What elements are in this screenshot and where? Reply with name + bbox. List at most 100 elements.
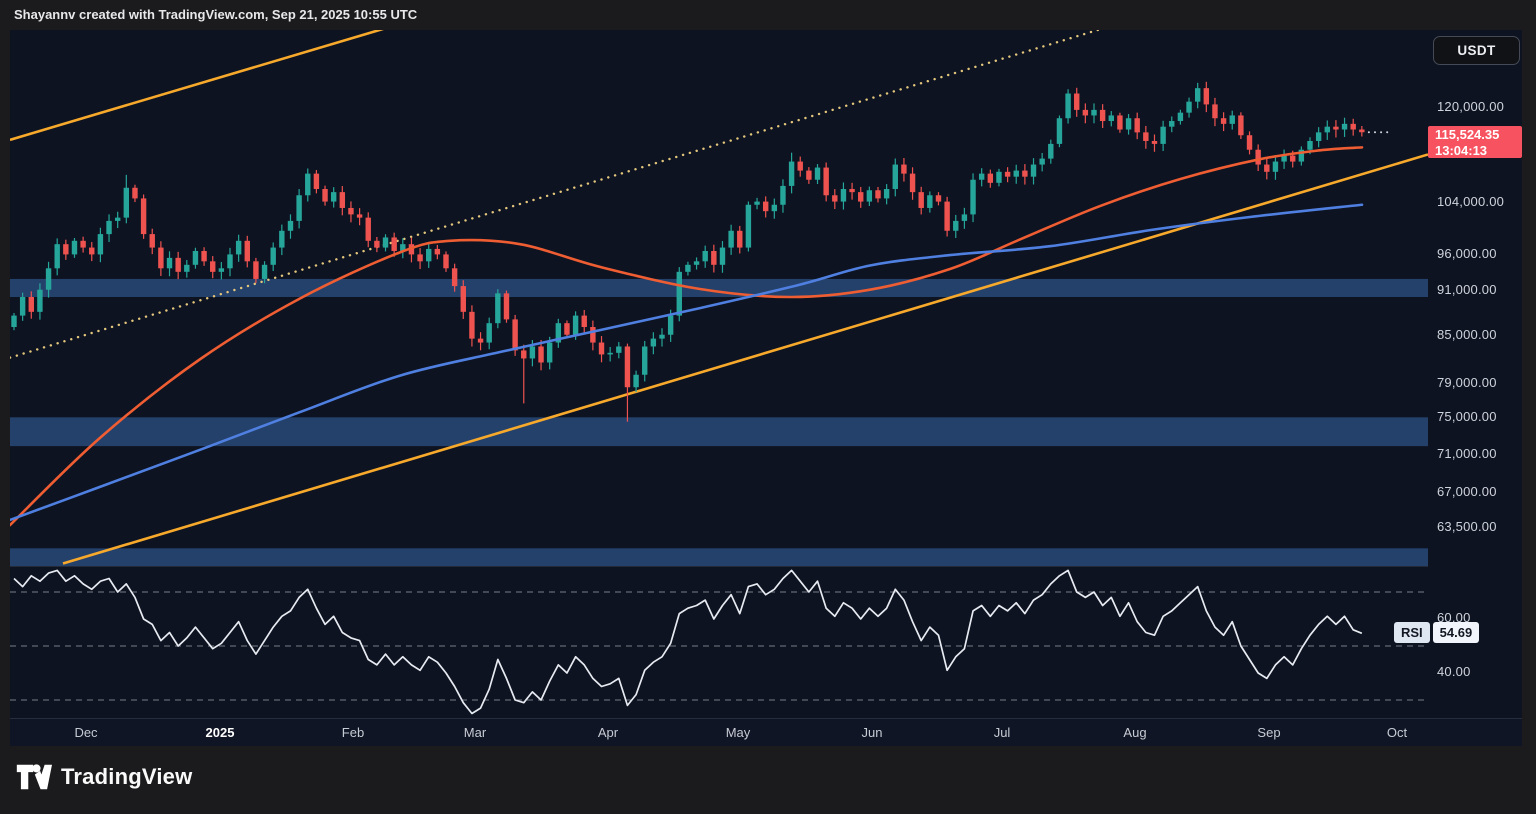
candle-body xyxy=(1307,140,1313,150)
lower-channel[interactable] xyxy=(62,153,1428,565)
rsi-tick-label: 60.00 xyxy=(1437,610,1471,625)
candle-body xyxy=(642,346,648,375)
candle-body xyxy=(339,192,346,208)
candle-body xyxy=(538,346,544,363)
candle-body xyxy=(858,192,864,202)
candle-body xyxy=(28,297,34,312)
time-tick-label: Jun xyxy=(861,725,883,740)
time-axis[interactable]: Dec 2025 Feb Mar Apr May Jun Jul Aug Sep Oct xyxy=(10,718,1522,747)
candle-body xyxy=(11,315,17,328)
candle-body xyxy=(391,237,397,251)
candle-body xyxy=(175,257,181,272)
candle-body xyxy=(1030,164,1037,177)
price-tick-label: 120,000.00 xyxy=(1437,99,1505,115)
candle-body xyxy=(305,173,311,196)
candle-body xyxy=(685,264,691,272)
candle-body xyxy=(227,254,233,269)
candle-body xyxy=(961,214,968,221)
usdt-symbol-button[interactable]: USDT xyxy=(1433,36,1520,65)
candle-body xyxy=(1203,88,1210,105)
candle-body xyxy=(616,346,622,353)
candle-body xyxy=(529,346,536,359)
sr-zone[interactable] xyxy=(10,548,1428,566)
candle-body xyxy=(633,374,639,388)
candle-body xyxy=(953,220,959,231)
candle-body xyxy=(123,187,130,218)
candle-body xyxy=(909,173,916,193)
time-tick-label: Mar xyxy=(463,725,487,740)
candle-body xyxy=(114,217,121,221)
candle-body xyxy=(987,173,994,183)
candle-body xyxy=(149,234,155,248)
candle-body xyxy=(702,250,708,262)
candle-body xyxy=(1281,155,1287,162)
candle-body xyxy=(1074,93,1080,110)
candle-body xyxy=(745,204,752,248)
candle-body xyxy=(676,271,682,316)
candle-body xyxy=(711,250,717,265)
candle-body xyxy=(650,338,657,347)
candle-body xyxy=(1134,118,1140,133)
rsi-value-chips: RSI 54.69 xyxy=(1394,622,1480,643)
fast-ma[interactable] xyxy=(10,203,1364,522)
candle-body xyxy=(97,234,104,255)
candle-body xyxy=(503,293,510,320)
bar-countdown: 13:04:13 xyxy=(1435,143,1488,158)
candle-body xyxy=(1082,109,1089,116)
price-chart-canvas[interactable] xyxy=(10,30,1428,566)
candle-body xyxy=(244,240,250,262)
candle-body xyxy=(1333,126,1339,130)
sr-zone[interactable] xyxy=(10,278,1428,298)
slow-ma[interactable] xyxy=(10,146,1364,527)
candle-body xyxy=(762,201,769,212)
candle-body xyxy=(590,327,596,343)
candle-body xyxy=(140,198,147,235)
candle-body xyxy=(581,315,587,328)
candle-body xyxy=(564,323,570,335)
candle-body xyxy=(737,230,743,248)
candle-body xyxy=(1099,109,1106,122)
price-tick-label: 71,000.00 xyxy=(1437,445,1497,461)
tradingview-brand[interactable]: TradingView xyxy=(16,762,192,792)
candle-body xyxy=(1272,161,1279,172)
time-tick-label: 2025 xyxy=(205,725,235,740)
candle-body xyxy=(1022,170,1028,177)
price-tick-label: 75,000.00 xyxy=(1437,409,1497,425)
price-tick-label: 63,500.00 xyxy=(1437,519,1497,535)
upper-channel[interactable] xyxy=(10,30,1428,142)
candle-body xyxy=(1108,115,1114,122)
price-tick-label: 85,000.00 xyxy=(1437,326,1497,342)
candle-body xyxy=(477,338,484,343)
candle-body xyxy=(996,171,1002,183)
rsi-indicator-canvas[interactable] xyxy=(10,566,1428,718)
candle-body xyxy=(365,217,371,241)
candle-body xyxy=(1056,118,1063,144)
price-tick-label: 67,000.00 xyxy=(1437,483,1497,499)
candle-body xyxy=(426,248,432,262)
time-tick-label: Sep xyxy=(1257,725,1281,740)
rsi-line xyxy=(13,569,1363,715)
candle-body xyxy=(45,268,52,290)
candle-body xyxy=(495,293,501,324)
candle-body xyxy=(1290,155,1296,162)
candle-body xyxy=(1065,93,1071,119)
candle-body xyxy=(978,173,985,180)
candle-body xyxy=(728,230,734,248)
mid-dotted[interactable] xyxy=(10,30,1103,359)
candle-body xyxy=(771,204,778,212)
candle-body xyxy=(296,195,302,221)
candle-body xyxy=(1359,129,1365,133)
candle-body xyxy=(1220,118,1227,124)
candle-body xyxy=(1177,112,1184,122)
candle-body xyxy=(598,342,605,355)
candle-body xyxy=(460,286,466,312)
candle-body xyxy=(935,195,942,202)
candle-body xyxy=(780,185,786,205)
candle-body xyxy=(866,190,873,202)
candle-body xyxy=(287,220,294,231)
last-price-badge: 115,524.35 13:04:13 xyxy=(1428,126,1522,158)
candle-body xyxy=(1315,132,1322,141)
candle-body xyxy=(797,161,803,171)
candle-body xyxy=(1091,109,1097,116)
candle-body xyxy=(667,315,674,335)
